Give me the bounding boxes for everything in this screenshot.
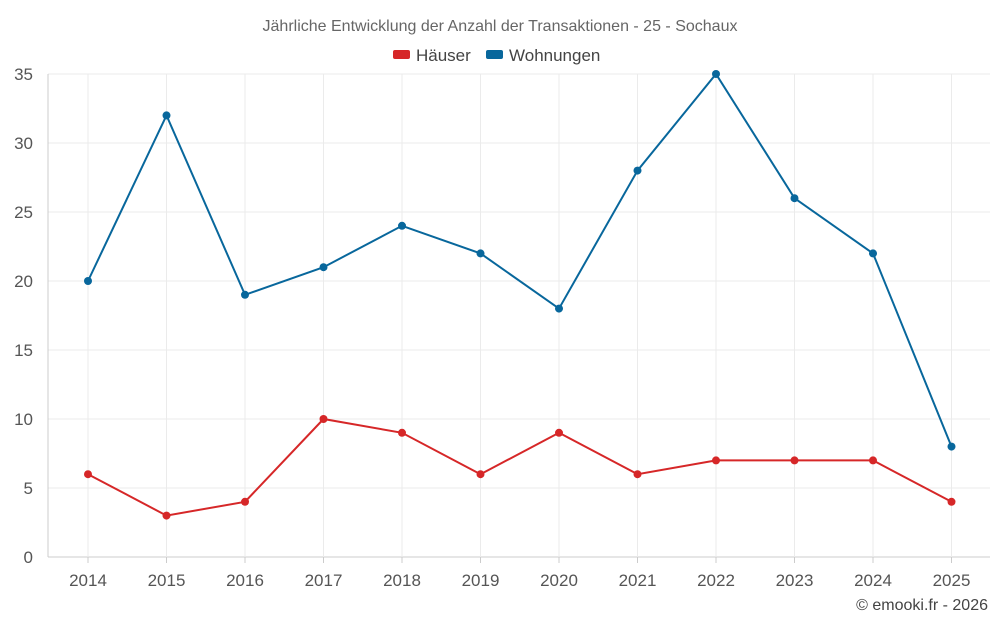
data-point[interactable]	[476, 470, 485, 479]
y-tick-label: 0	[24, 548, 33, 567]
x-tick-label: 2024	[854, 571, 892, 590]
y-tick-label: 15	[14, 341, 33, 360]
data-point[interactable]	[947, 442, 956, 451]
legend-label[interactable]: Häuser	[416, 46, 471, 65]
data-point[interactable]	[790, 456, 799, 465]
grid-lines	[47, 73, 990, 558]
y-tick-label: 10	[14, 410, 33, 429]
legend-swatch	[486, 50, 503, 59]
x-tick-label: 2015	[148, 571, 186, 590]
y-tick-label: 20	[14, 272, 33, 291]
data-point[interactable]	[869, 456, 877, 465]
series-points	[84, 70, 956, 520]
credit-text: © emooki.fr - 2026	[856, 597, 988, 614]
y-tick-label: 25	[14, 203, 33, 222]
x-tick-label: 2020	[540, 571, 578, 590]
x-tick-label: 2019	[462, 571, 500, 590]
legend-label[interactable]: Wohnungen	[509, 46, 600, 65]
data-point[interactable]	[398, 428, 406, 437]
x-tick-label: 2016	[226, 571, 264, 590]
x-tick-label: 2021	[619, 571, 657, 590]
legend-swatch	[393, 50, 410, 59]
x-tick-label: 2022	[697, 571, 735, 590]
data-point[interactable]	[476, 249, 485, 258]
x-tick-label: 2025	[933, 571, 971, 590]
data-point[interactable]	[241, 497, 249, 506]
data-point[interactable]	[555, 428, 563, 437]
data-point[interactable]	[555, 304, 563, 313]
series-lines	[87, 72, 953, 517]
x-tick-label: 2023	[776, 571, 814, 590]
legend: Häuser Wohnungen	[393, 46, 600, 65]
data-point[interactable]	[84, 470, 92, 479]
data-point[interactable]	[869, 249, 877, 258]
x-tick-label: 2018	[383, 571, 421, 590]
data-point[interactable]	[319, 263, 328, 272]
y-tick-label: 30	[14, 134, 33, 153]
data-point[interactable]	[633, 470, 642, 479]
data-point[interactable]	[241, 290, 249, 299]
data-point[interactable]	[790, 194, 799, 203]
data-point[interactable]	[319, 415, 328, 423]
data-point[interactable]	[712, 456, 720, 465]
data-point[interactable]	[398, 221, 406, 230]
series-line-1	[87, 72, 953, 447]
data-point[interactable]	[947, 497, 956, 506]
y-tick-label: 5	[24, 479, 33, 498]
data-point[interactable]	[84, 277, 92, 285]
chart-title: Jährliche Entwicklung der Anzahl der Tra…	[263, 18, 738, 35]
x-tick-label: 2014	[69, 571, 107, 590]
y-axis-ticks: 0 5 10 15 20 25 30 35	[14, 65, 33, 567]
data-point[interactable]	[162, 111, 171, 120]
y-tick-label: 35	[14, 65, 33, 84]
data-point[interactable]	[712, 70, 720, 78]
data-point[interactable]	[162, 511, 171, 520]
x-axis-ticks: 2014 2015 2016 2017 2018 2019 2020 2021 2022 2023…	[69, 557, 970, 590]
series-line-0	[87, 417, 952, 517]
data-point[interactable]	[633, 166, 642, 175]
x-tick-label: 2017	[305, 571, 343, 590]
